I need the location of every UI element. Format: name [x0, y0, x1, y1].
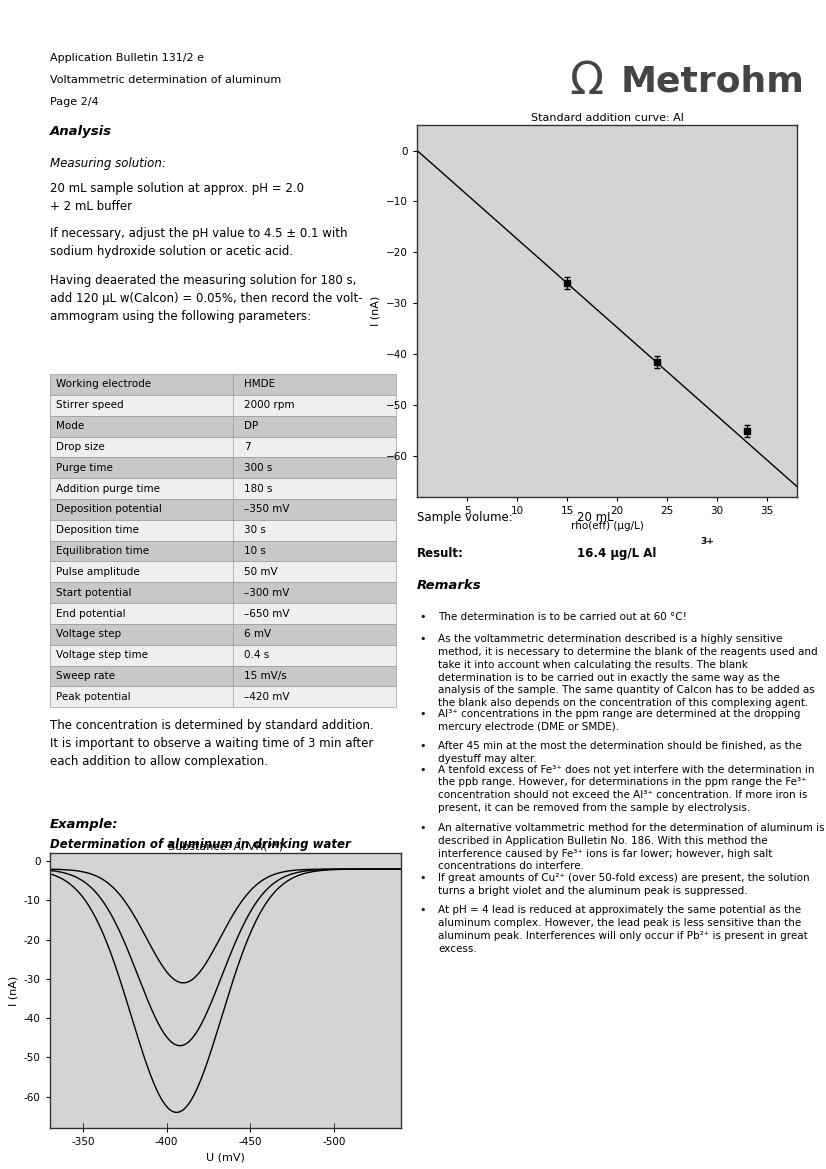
Text: Voltammetric determination of aluminum: Voltammetric determination of aluminum [50, 75, 281, 85]
Text: Page 2/4: Page 2/4 [50, 97, 98, 108]
Text: The determination is to be carried out at 60 °C!: The determination is to be carried out a… [438, 613, 687, 622]
Text: •: • [419, 710, 425, 719]
Text: 10 s: 10 s [244, 546, 266, 556]
Text: 300 s: 300 s [244, 463, 273, 472]
FancyBboxPatch shape [50, 395, 396, 416]
Text: Ω: Ω [569, 61, 603, 103]
FancyBboxPatch shape [50, 665, 396, 686]
Text: Having deaerated the measuring solution for 180 s,
add 120 μL w(Calcon) = 0.05%,: Having deaerated the measuring solution … [50, 275, 362, 324]
Text: Equilibration time: Equilibration time [56, 546, 150, 556]
Text: 15 mV/s: 15 mV/s [244, 671, 287, 682]
Text: 20 mL: 20 mL [577, 511, 614, 524]
Text: Example:: Example: [50, 818, 118, 831]
FancyBboxPatch shape [50, 540, 396, 561]
Text: 7: 7 [244, 442, 250, 452]
FancyBboxPatch shape [50, 603, 396, 624]
Text: Deposition potential: Deposition potential [56, 505, 163, 514]
Text: 20 mL sample solution at approx. pH = 2.0
+ 2 mL buffer: 20 mL sample solution at approx. pH = 2.… [50, 182, 304, 214]
Text: If great amounts of Cu²⁺ (over 50-fold excess) are present, the solution turns a: If great amounts of Cu²⁺ (over 50-fold e… [438, 873, 809, 895]
Text: End potential: End potential [56, 609, 126, 618]
Text: 3+: 3+ [700, 537, 714, 546]
Text: Measuring solution:: Measuring solution: [50, 158, 165, 171]
Text: If necessary, adjust the pH value to 4.5 ± 0.1 with
sodium hydroxide solution or: If necessary, adjust the pH value to 4.5… [50, 227, 347, 258]
Text: 16.4 μg/L Al: 16.4 μg/L Al [577, 547, 656, 560]
Text: •: • [419, 873, 425, 883]
Text: Result:: Result: [417, 547, 464, 560]
Text: The concentration is determined by standard addition.
It is important to observe: The concentration is determined by stand… [50, 719, 373, 768]
Text: Addition purge time: Addition purge time [56, 484, 160, 493]
Text: Deposition time: Deposition time [56, 525, 140, 535]
Text: 0.4 s: 0.4 s [244, 650, 269, 660]
Text: •: • [419, 613, 425, 622]
Text: Drop size: Drop size [56, 442, 105, 452]
Text: Analysis: Analysis [50, 125, 112, 138]
Text: Application Bulletin 131/2 e: Application Bulletin 131/2 e [50, 53, 203, 63]
FancyBboxPatch shape [50, 416, 396, 436]
Text: As the voltammetric determination described is a highly sensitive method, it is : As the voltammetric determination descri… [438, 634, 818, 708]
Text: HMDE: HMDE [244, 380, 275, 389]
FancyBboxPatch shape [50, 436, 396, 457]
FancyBboxPatch shape [50, 520, 396, 540]
Text: •: • [419, 905, 425, 915]
FancyBboxPatch shape [50, 561, 396, 582]
Text: Pulse amplitude: Pulse amplitude [56, 567, 140, 576]
Text: –420 mV: –420 mV [244, 692, 289, 701]
FancyBboxPatch shape [50, 478, 396, 499]
X-axis label: U (mV): U (mV) [206, 1153, 244, 1163]
Text: –350 mV: –350 mV [244, 505, 289, 514]
FancyBboxPatch shape [50, 374, 396, 395]
Text: Remarks: Remarks [417, 579, 482, 592]
Text: Purge time: Purge time [56, 463, 113, 472]
Text: Al³⁺ concentrations in the ppm range are determined at the dropping mercury elec: Al³⁺ concentrations in the ppm range are… [438, 710, 800, 732]
Text: –650 mV: –650 mV [244, 609, 289, 618]
Text: Sample volume:: Sample volume: [417, 511, 513, 524]
FancyBboxPatch shape [50, 645, 396, 665]
Text: DP: DP [244, 421, 258, 431]
FancyBboxPatch shape [50, 624, 396, 645]
FancyBboxPatch shape [50, 457, 396, 478]
Text: •: • [419, 634, 425, 644]
Text: A tenfold excess of Fe³⁺ does not yet interfere with the determination in the pp: A tenfold excess of Fe³⁺ does not yet in… [438, 765, 814, 814]
Text: Voltage step time: Voltage step time [56, 650, 149, 660]
Text: At pH = 4 lead is reduced at approximately the same potential as the aluminum co: At pH = 4 lead is reduced at approximate… [438, 905, 808, 954]
Text: 30 s: 30 s [244, 525, 266, 535]
Text: •: • [419, 765, 425, 775]
Y-axis label: I (nA): I (nA) [371, 296, 381, 326]
Text: Stirrer speed: Stirrer speed [56, 400, 124, 410]
Title: Substance: Al VR(**): Substance: Al VR(**) [168, 842, 282, 851]
Title: Standard addition curve: Al: Standard addition curve: Al [530, 113, 684, 123]
Text: An alternative voltammetric method for the determination of aluminum is describe: An alternative voltammetric method for t… [438, 823, 824, 871]
Text: Metrohm: Metrohm [620, 64, 805, 99]
Y-axis label: I (nA): I (nA) [8, 976, 18, 1005]
Text: After 45 min at the most the determination should be finished, as the dyestuff m: After 45 min at the most the determinati… [438, 741, 802, 765]
Text: Voltage step: Voltage step [56, 629, 121, 639]
X-axis label: rho(eff) (μg/L): rho(eff) (μg/L) [571, 521, 643, 532]
Text: Mode: Mode [56, 421, 85, 431]
Text: 50 mV: 50 mV [244, 567, 278, 576]
Text: •: • [419, 823, 425, 833]
Text: Start potential: Start potential [56, 588, 132, 597]
FancyBboxPatch shape [50, 686, 396, 707]
Text: 6 mV: 6 mV [244, 629, 271, 639]
FancyBboxPatch shape [50, 499, 396, 520]
Text: •: • [419, 741, 425, 752]
Text: 180 s: 180 s [244, 484, 273, 493]
Text: 2000 rpm: 2000 rpm [244, 400, 294, 410]
Text: –300 mV: –300 mV [244, 588, 289, 597]
Text: Sweep rate: Sweep rate [56, 671, 116, 682]
Text: Peak potential: Peak potential [56, 692, 131, 701]
Text: Determination of aluminum in drinking water: Determination of aluminum in drinking wa… [50, 837, 350, 851]
Text: Working electrode: Working electrode [56, 380, 152, 389]
FancyBboxPatch shape [50, 582, 396, 603]
